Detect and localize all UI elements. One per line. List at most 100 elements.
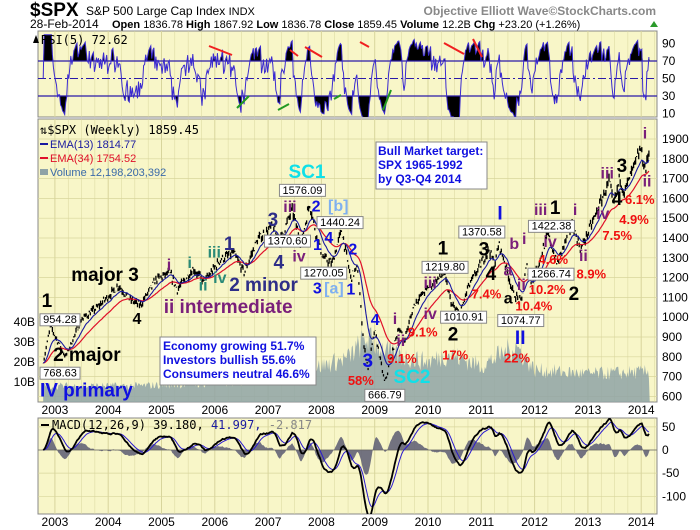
rsi-divergence-line [289,49,299,57]
price-callout-group: 1219.80 [421,260,469,274]
target-box [375,141,488,190]
wave-label: 4 [273,252,284,273]
wave-label: 2 [569,284,580,305]
price-callout-group: 1074.77 [497,314,545,328]
quote-summary: Open 1836.78 High 1867.92 Low 1836.78 Cl… [112,19,580,31]
x-tick-label: 2009 [361,515,388,529]
price-tick-label: 1700 [662,172,689,186]
price-callout-box [39,313,81,327]
x-tick-label: 2014 [628,403,655,417]
wave-label: 2 [348,241,357,258]
price-callout-box [440,310,488,324]
wave-label: iii [208,244,221,261]
rsi-divergence-line [236,95,250,109]
wave-label: 3 [313,281,322,298]
price-callout: 1576.09 [283,185,323,197]
price-tick-label: 1400 [662,231,689,245]
price-callout-group: 1010.91 [440,310,488,324]
price-callout-group: 666.79 [364,388,406,402]
price-callout-group: 1576.09 [278,183,326,197]
macd-swatch [41,424,49,426]
x-tick-label: 2006 [201,515,228,529]
x-tick-label: 2004 [95,515,122,529]
price-tick-label: 800 [662,350,682,364]
rsi-tick-label: 70 [662,54,676,68]
wave-label: 1 [346,281,355,298]
wave-label: 4 [324,230,333,247]
wave-label: 1 [550,198,561,219]
wave-label: i [522,231,526,248]
price-callout: 1270.05 [304,268,344,280]
rsi-divergence-line [277,103,290,111]
sentiment-box [159,336,317,386]
price-tick-label: 1900 [662,132,689,146]
target-note: Bull Market target: SPX 1965-1992 by Q3-… [375,141,488,190]
wave-label: major 3 [71,265,139,286]
wave-label: 4.9% [619,212,649,227]
price-callout-group: 954.28 [39,313,81,327]
wave-label: I [497,203,502,224]
wave-label: b [509,236,519,253]
wave-label: 7.4% [472,287,502,302]
rsi-tick-label: 90 [662,37,676,51]
wave-label: iii [601,165,614,182]
price-callout: 1266.74 [531,269,571,281]
price-tick-label: 700 [662,370,682,384]
price-callout-box [527,219,575,233]
price-callout-box [364,388,406,402]
price-callout: 666.79 [368,390,402,402]
ema13-legend: EMA(13) 1814.77 [50,139,136,151]
price-callout-box [316,216,364,230]
wave-label: 7.5% [602,228,632,243]
target-line-1: Bull Market target: [378,144,483,158]
wave-label: iv [213,270,226,287]
wave-label: 2 [312,198,321,215]
wave-label: II [515,328,526,349]
sentiment-investors: Investors bullish 55.6% [163,353,296,367]
wave-label: a [503,262,512,279]
rsi-trendlines [208,38,483,111]
volume-legend: Volume 12,198,203,392 [50,167,166,179]
macd-tick-label: 0 [662,443,669,457]
rsi-legend: RSI(5) 72.62 [41,33,128,47]
macd-panel [37,417,658,515]
rsi-tick-label: 10 [662,107,676,121]
credit: Objective Elliott Wave©StockCharts.com [424,4,656,18]
price-callout-group: 1370.58 [458,225,506,239]
price-callout-box [39,366,81,380]
wave-label: iv [424,306,437,323]
price-callout-box [300,266,348,280]
macd-plot [38,418,657,514]
wave-label: 6.1% [625,192,655,207]
price-callout: 768.63 [43,368,77,380]
wave-label: 4.6% [538,252,568,267]
wave-label: ii [396,333,405,350]
rsi-line [42,34,650,117]
wave-label: iii [423,275,436,292]
wave-label: iii [534,202,547,219]
ema13-line [42,159,650,366]
wave-label: 1 [313,237,322,254]
price-callout-box [421,260,469,274]
price-callout: 1010.91 [444,312,484,324]
sentiment-consumers: Consumers neutral 46.6% [163,367,310,381]
wave-label: 10.2% [529,282,566,297]
ema34-legend: EMA(34) 1754.52 [50,153,136,165]
price-callout-group: 1266.74 [527,267,575,281]
wave-label: 4 [486,264,497,285]
x-tick-label: 2013 [575,403,602,417]
wave-label: 2 [448,325,459,346]
x-tick-label: 2009 [361,403,388,417]
wave-label: a [504,291,513,308]
wave-label: 4 [133,311,142,328]
volume-swatch [40,169,48,175]
wave-label: i [167,257,171,274]
wave-label: iv [543,234,556,251]
price-tick-label: 1300 [662,251,689,265]
x-tick-label: 2008 [308,515,335,529]
rsi-legend-icon [33,35,39,43]
wave-label: SC1 [289,162,326,183]
wave-label: 3 [268,210,279,231]
rsi-plot [38,34,657,117]
price-tick-label: 900 [662,330,682,344]
